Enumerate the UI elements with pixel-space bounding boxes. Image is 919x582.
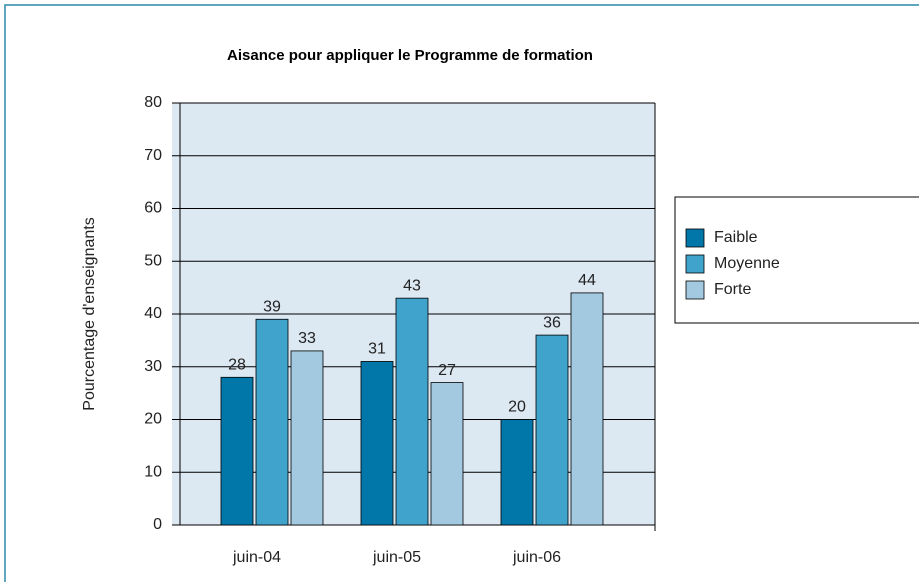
legend-label: Forte	[714, 281, 751, 298]
data-label: 31	[368, 341, 386, 358]
y-tick-label: 0	[153, 516, 162, 533]
y-tick-label: 50	[144, 252, 162, 269]
legend	[674, 196, 919, 324]
x-tick-label: juin-06	[512, 549, 561, 566]
y-tick-label: 60	[144, 200, 162, 217]
data-label: 43	[403, 277, 421, 294]
bar	[360, 361, 394, 526]
legend-swatch	[685, 254, 705, 274]
data-label: 39	[263, 298, 281, 315]
x-tick-label: juin-05	[372, 549, 421, 566]
data-label: 36	[543, 314, 561, 331]
bar	[255, 318, 289, 526]
data-label: 20	[508, 399, 526, 416]
legend-swatch	[685, 280, 705, 300]
y-tick-label: 40	[144, 305, 162, 322]
y-tick-label: 70	[144, 147, 162, 164]
y-tick-label: 30	[144, 358, 162, 375]
data-label: 28	[228, 357, 246, 374]
legend-label: Faible	[714, 229, 758, 246]
bar	[570, 292, 604, 526]
legend-swatch	[685, 228, 705, 248]
data-label: 33	[298, 330, 316, 347]
bar	[535, 334, 569, 526]
y-tick-label: 80	[144, 94, 162, 111]
bar	[220, 376, 254, 526]
data-label: 27	[438, 362, 456, 379]
bar	[395, 297, 429, 526]
data-label: 44	[578, 272, 596, 289]
legend-label: Moyenne	[714, 255, 780, 272]
frame	[4, 4, 919, 582]
bar	[500, 419, 534, 526]
bar	[290, 350, 324, 526]
y-axis-label: Pourcentage d'enseignants	[81, 217, 98, 410]
x-tick-label: juin-04	[232, 549, 281, 566]
y-tick-label: 20	[144, 411, 162, 428]
chart-title: Aisance pour appliquer le Programme de f…	[227, 47, 593, 64]
y-tick-label: 10	[144, 463, 162, 480]
bar	[430, 382, 464, 526]
